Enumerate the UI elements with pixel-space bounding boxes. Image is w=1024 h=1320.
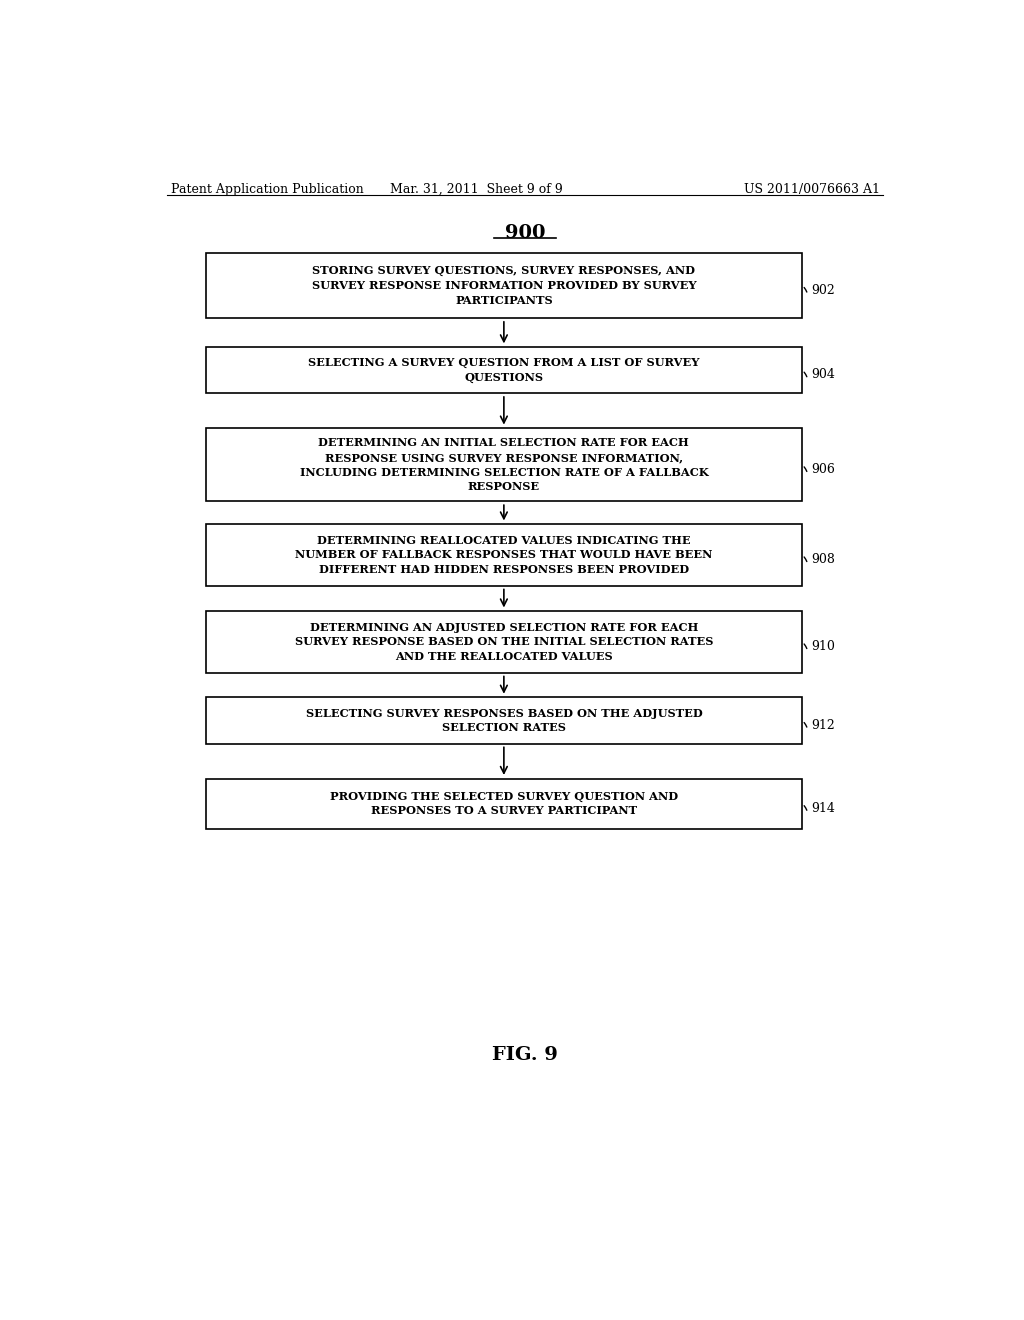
Text: PROVIDING THE SELECTED SURVEY QUESTION AND
RESPONSES TO A SURVEY PARTICIPANT: PROVIDING THE SELECTED SURVEY QUESTION A… <box>330 791 678 817</box>
Text: 902: 902 <box>812 284 836 297</box>
Text: DETERMINING REALLOCATED VALUES INDICATING THE
NUMBER OF FALLBACK RESPONSES THAT : DETERMINING REALLOCATED VALUES INDICATIN… <box>295 535 713 576</box>
Text: 904: 904 <box>812 368 836 381</box>
Bar <box>206 347 802 393</box>
Text: US 2011/0076663 A1: US 2011/0076663 A1 <box>743 183 880 197</box>
Text: 914: 914 <box>812 801 836 814</box>
Text: SELECTING SURVEY RESPONSES BASED ON THE ADJUSTED
SELECTION RATES: SELECTING SURVEY RESPONSES BASED ON THE … <box>305 708 702 734</box>
Bar <box>206 524 802 586</box>
Bar <box>206 252 802 318</box>
Text: STORING SURVEY QUESTIONS, SURVEY RESPONSES, AND
SURVEY RESPONSE INFORMATION PROV: STORING SURVEY QUESTIONS, SURVEY RESPONS… <box>311 265 696 305</box>
Text: FIG. 9: FIG. 9 <box>492 1047 558 1064</box>
Text: 906: 906 <box>812 463 836 477</box>
Bar <box>206 779 802 829</box>
Text: 900: 900 <box>505 224 545 242</box>
Text: Patent Application Publication: Patent Application Publication <box>171 183 364 197</box>
Text: Mar. 31, 2011  Sheet 9 of 9: Mar. 31, 2011 Sheet 9 of 9 <box>390 183 563 197</box>
Text: DETERMINING AN ADJUSTED SELECTION RATE FOR EACH
SURVEY RESPONSE BASED ON THE INI: DETERMINING AN ADJUSTED SELECTION RATE F… <box>295 622 713 663</box>
Text: 910: 910 <box>812 640 836 653</box>
Bar <box>206 611 802 673</box>
Text: 908: 908 <box>812 553 836 566</box>
Text: 912: 912 <box>812 718 836 731</box>
Text: DETERMINING AN INITIAL SELECTION RATE FOR EACH
RESPONSE USING SURVEY RESPONSE IN: DETERMINING AN INITIAL SELECTION RATE FO… <box>299 437 709 492</box>
Bar <box>206 428 802 502</box>
Text: SELECTING A SURVEY QUESTION FROM A LIST OF SURVEY
QUESTIONS: SELECTING A SURVEY QUESTION FROM A LIST … <box>308 358 699 383</box>
Bar <box>206 697 802 743</box>
